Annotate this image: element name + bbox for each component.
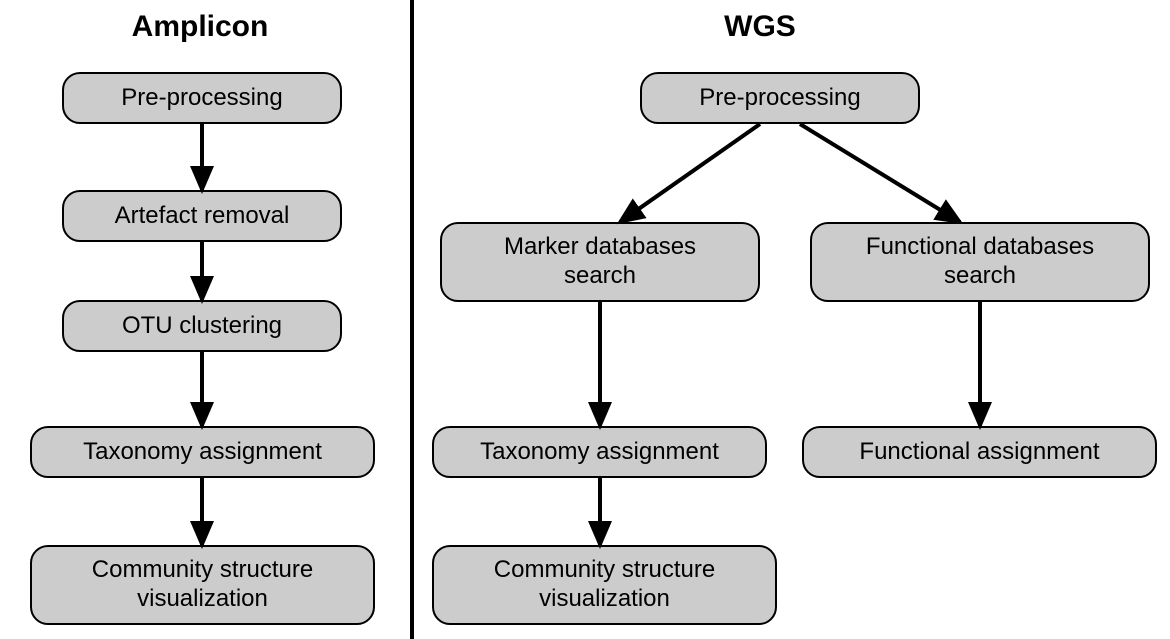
node-label: Community structurevisualization bbox=[494, 556, 715, 614]
node-label: Marker databasessearch bbox=[504, 233, 696, 291]
node-label: Taxonomy assignment bbox=[83, 438, 322, 467]
node-taxonomy-right: Taxonomy assignment bbox=[432, 426, 767, 478]
node-taxonomy-left: Taxonomy assignment bbox=[30, 426, 375, 478]
node-marker-db: Marker databasessearch bbox=[440, 222, 760, 302]
node-label: Pre-processing bbox=[699, 84, 860, 113]
node-artefact-removal: Artefact removal bbox=[62, 190, 342, 242]
node-preprocessing-right: Pre-processing bbox=[640, 72, 920, 124]
node-label: Pre-processing bbox=[121, 84, 282, 113]
edge-n6-n7 bbox=[620, 124, 760, 222]
node-label: OTU clustering bbox=[122, 312, 282, 341]
vertical-divider bbox=[410, 0, 414, 639]
edge-n6-n8 bbox=[800, 124, 960, 222]
node-label: Functional assignment bbox=[859, 438, 1099, 467]
header-amplicon: Amplicon bbox=[40, 10, 360, 44]
node-community-right: Community structurevisualization bbox=[432, 545, 777, 625]
node-label: Artefact removal bbox=[115, 202, 290, 231]
node-functional-db: Functional databasessearch bbox=[810, 222, 1150, 302]
header-wgs: WGS bbox=[600, 10, 920, 44]
node-preprocessing-left: Pre-processing bbox=[62, 72, 342, 124]
node-label: Taxonomy assignment bbox=[480, 438, 719, 467]
node-label: Functional databasessearch bbox=[866, 233, 1094, 291]
node-community-left: Community structurevisualization bbox=[30, 545, 375, 625]
node-functional-assignment: Functional assignment bbox=[802, 426, 1157, 478]
node-otu-clustering: OTU clustering bbox=[62, 300, 342, 352]
node-label: Community structurevisualization bbox=[92, 556, 313, 614]
